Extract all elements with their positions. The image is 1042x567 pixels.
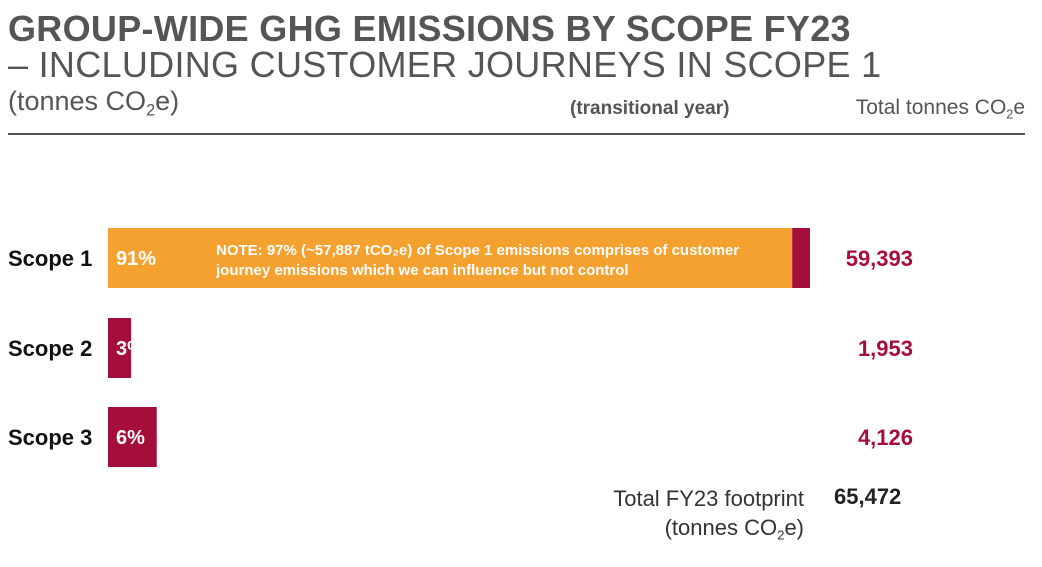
bar-scope-3 — [108, 407, 157, 467]
total-column-header: Total tonnes CO2e — [855, 96, 1025, 122]
percent-label-scope-1: 91% — [116, 248, 156, 270]
total-footprint-label: Total FY23 footprint (tonnes CO2e) — [613, 486, 804, 543]
bar-scope-1 — [792, 228, 810, 288]
percent-label-scope-3: 6% — [116, 427, 145, 449]
chart-unit-label: (tonnes CO2e) — [8, 86, 180, 120]
category-label-scope-2: Scope 2 — [8, 336, 92, 361]
bar-scope-2 — [108, 318, 132, 378]
transitional-year-label: (transitional year) — [570, 98, 730, 119]
value-label-scope-1: 59,393 — [846, 246, 913, 271]
header-divider — [8, 133, 1025, 135]
chart-title-line2: – INCLUDING CUSTOMER JOURNEYS IN SCOPE 1 — [8, 44, 882, 85]
total-footprint-value: 65,472 — [834, 484, 902, 509]
percent-label-scope-2: 3% — [116, 338, 145, 360]
value-label-scope-2: 1,953 — [858, 336, 913, 361]
chart-title-line1: GROUP-WIDE GHG EMISSIONS BY SCOPE FY23 — [8, 8, 851, 49]
value-label-scope-3: 4,126 — [858, 425, 913, 450]
scope1-note: NOTE: 97% (~57,887 tCO₂e) of Scope 1 emi… — [216, 242, 740, 279]
bar-customer-journey-scope-1 — [108, 228, 793, 288]
category-label-scope-3: Scope 3 — [8, 425, 92, 450]
category-label-scope-1: Scope 1 — [8, 246, 92, 271]
